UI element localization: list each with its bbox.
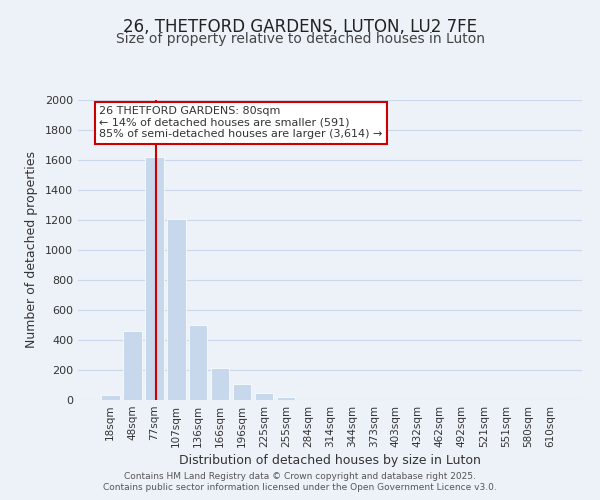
Bar (233, 384, 251, 400)
X-axis label: Distribution of detached houses by size in Luton: Distribution of detached houses by size … (179, 454, 481, 467)
Bar (255, 393, 274, 400)
Bar (145, 157, 164, 400)
Y-axis label: Number of detached properties: Number of detached properties (25, 152, 38, 348)
Text: Contains public sector information licensed under the Open Government Licence v3: Contains public sector information licen… (103, 484, 497, 492)
Bar (211, 368, 229, 400)
Text: 26, THETFORD GARDENS, LUTON, LU2 7FE: 26, THETFORD GARDENS, LUTON, LU2 7FE (123, 18, 477, 36)
Bar (277, 397, 295, 400)
Text: Contains HM Land Registry data © Crown copyright and database right 2025.: Contains HM Land Registry data © Crown c… (124, 472, 476, 481)
Bar (167, 218, 185, 400)
Text: Size of property relative to detached houses in Luton: Size of property relative to detached ho… (115, 32, 485, 46)
Text: 26 THETFORD GARDENS: 80sqm
← 14% of detached houses are smaller (591)
85% of sem: 26 THETFORD GARDENS: 80sqm ← 14% of deta… (99, 106, 383, 139)
Bar (189, 325, 208, 400)
Bar (101, 395, 119, 400)
Bar (123, 331, 142, 400)
